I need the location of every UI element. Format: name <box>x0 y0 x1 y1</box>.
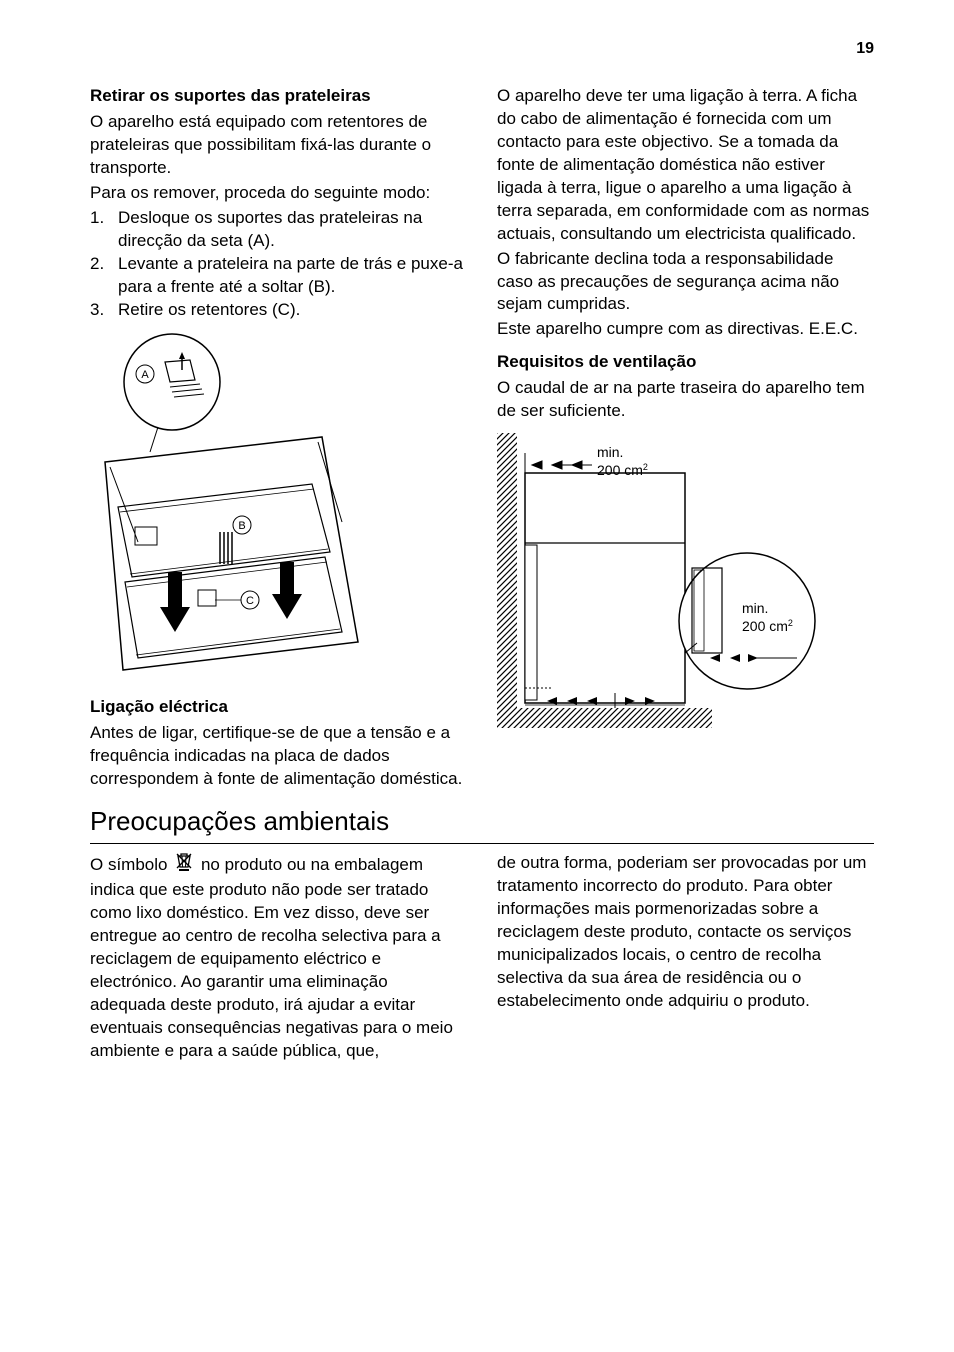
step-3: Retire os retentores (C). <box>90 299 467 322</box>
step-1: Desloque os suportes das prateleiras na … <box>90 207 467 253</box>
right-column: O aparelho deve ter uma ligação à terra.… <box>497 85 874 792</box>
fig-val-top: 200 cm <box>597 462 643 478</box>
env-left-para: O símbolo no produto ou na embalagem ind… <box>90 852 467 1062</box>
section-divider <box>90 843 874 844</box>
env-right-column: de outra forma, poderiam ser provocadas … <box>497 852 874 1064</box>
svg-text:200 cm2: 200 cm2 <box>742 618 793 634</box>
left-column: Retirar os suportes das prateleiras O ap… <box>90 85 467 792</box>
ventilation-heading: Requisitos de ventilação <box>497 351 874 373</box>
svg-text:B: B <box>238 520 245 532</box>
env-text-after-icon: no produto ou na embalagem indica que es… <box>90 855 453 1060</box>
earth-para-1: O aparelho deve ter uma ligação à terra.… <box>497 85 874 246</box>
svg-text:C: C <box>246 595 254 607</box>
shelf-diagram: A B C <box>90 332 467 682</box>
environmental-section: Preocupações ambientais O símbolo <box>90 806 874 1064</box>
shelf-para-1: O aparelho está equipado com retentores … <box>90 111 467 180</box>
earth-para-2: O fabricante declina toda a responsabili… <box>497 248 874 317</box>
ventilation-diagram: min. 200 cm2 <box>497 433 874 748</box>
electrical-heading: Ligação eléctrica <box>90 696 467 718</box>
environmental-title: Preocupações ambientais <box>90 806 874 837</box>
step-2: Levante a prateleira na parte de trás e … <box>90 253 467 299</box>
ventilation-para: O caudal de ar na parte traseira do apar… <box>497 377 874 423</box>
shelf-para-2: Para os remover, proceda do seguinte mod… <box>90 182 467 205</box>
shelf-supports-heading: Retirar os suportes das prateleiras <box>90 85 467 107</box>
env-right-para: de outra forma, poderiam ser provocadas … <box>497 852 874 1013</box>
shelf-steps-list: Desloque os suportes das prateleiras na … <box>90 207 467 322</box>
fig-min-side: min. <box>742 600 768 616</box>
fig-val-side: 200 cm <box>742 618 788 634</box>
env-text-before-icon: O símbolo <box>90 855 172 874</box>
electrical-para: Antes de ligar, certifique-se de que a t… <box>90 722 467 791</box>
weee-icon <box>175 852 193 879</box>
svg-text:A: A <box>141 369 149 381</box>
earth-para-3: Este aparelho cumpre com as directivas. … <box>497 318 874 341</box>
page-number: 19 <box>856 40 874 58</box>
fig-min-top: min. <box>597 444 623 460</box>
env-left-column: O símbolo no produto ou na embalagem ind… <box>90 852 467 1064</box>
svg-text:200 cm2: 200 cm2 <box>597 462 648 478</box>
